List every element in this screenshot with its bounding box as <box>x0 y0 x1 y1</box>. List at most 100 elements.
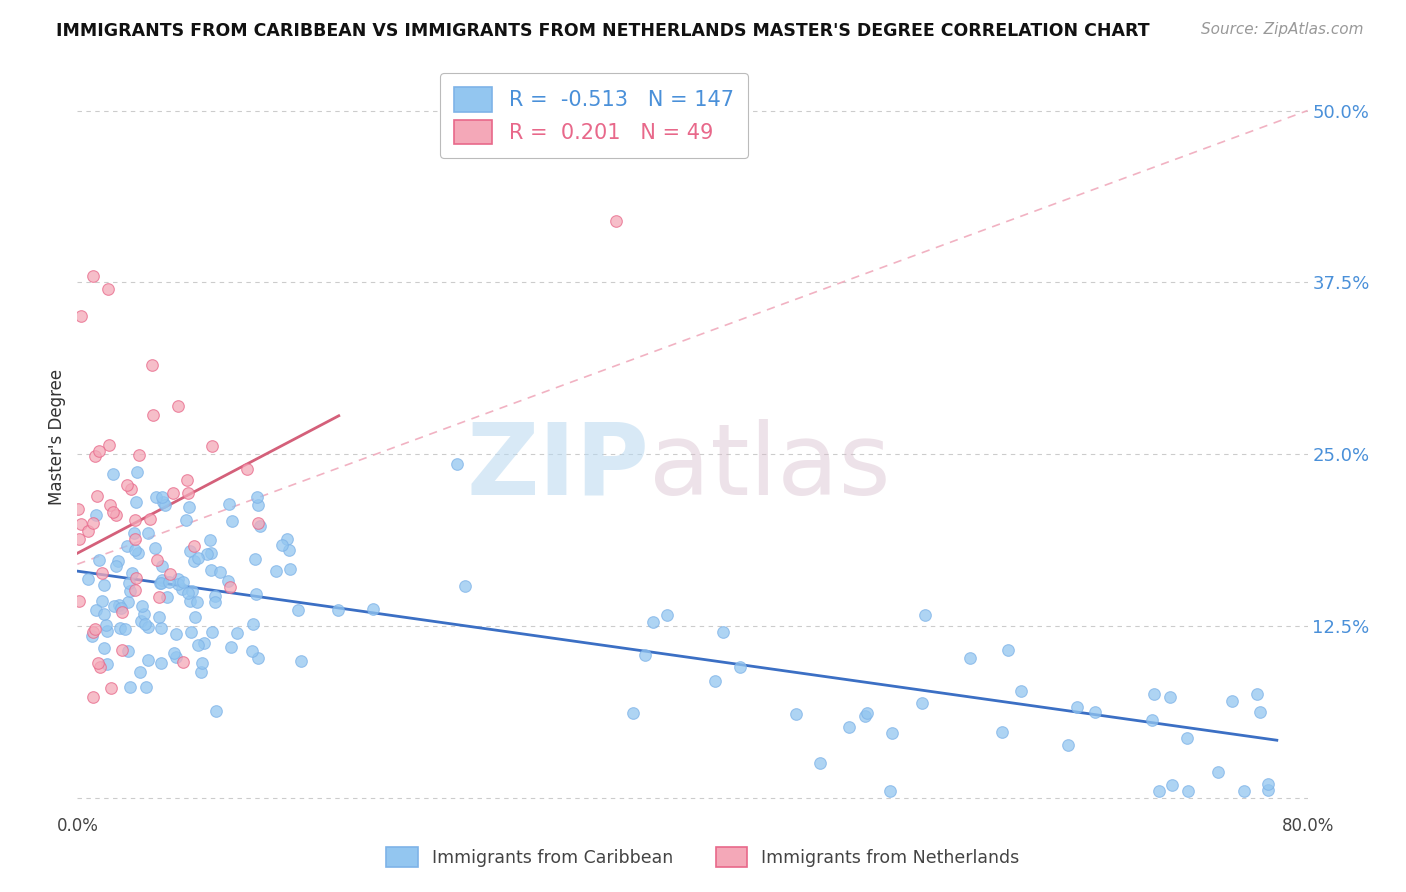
Point <box>129 665 152 679</box>
Point <box>125 495 148 509</box>
Text: atlas: atlas <box>650 418 891 516</box>
Point <box>134 617 156 632</box>
Point <box>243 551 266 566</box>
Point <box>1149 784 1171 798</box>
Point <box>219 640 242 654</box>
Point <box>247 498 270 512</box>
Point <box>136 525 159 540</box>
Point <box>89 660 111 674</box>
Point <box>1066 699 1088 714</box>
Point <box>100 681 122 695</box>
Point <box>183 554 205 568</box>
Point <box>93 578 115 592</box>
Point <box>204 595 226 609</box>
Point <box>97 282 120 296</box>
Point <box>70 309 93 323</box>
Point <box>180 583 202 598</box>
Point <box>655 607 678 622</box>
Point <box>96 657 118 672</box>
Text: ZIP: ZIP <box>467 418 650 516</box>
Point <box>150 573 173 587</box>
Point <box>108 621 131 635</box>
Point <box>149 576 172 591</box>
Point <box>177 585 200 599</box>
Point <box>83 622 105 636</box>
Point <box>118 576 141 591</box>
Point <box>104 508 127 523</box>
Point <box>122 526 145 541</box>
Point <box>121 566 143 580</box>
Point <box>149 621 172 635</box>
Point <box>959 650 981 665</box>
Point <box>197 548 219 562</box>
Point <box>180 625 202 640</box>
Point <box>148 591 170 605</box>
Point <box>290 655 312 669</box>
Point <box>621 706 644 720</box>
Point <box>879 784 901 798</box>
Point <box>240 644 263 658</box>
Point <box>853 709 876 723</box>
Point <box>167 572 190 586</box>
Point <box>183 539 205 553</box>
Point <box>114 622 136 636</box>
Point <box>201 625 224 640</box>
Point <box>82 625 104 640</box>
Point <box>117 643 139 657</box>
Legend: R =  -0.513   N = 147, R =  0.201   N = 49: R = -0.513 N = 147, R = 0.201 N = 49 <box>440 73 748 159</box>
Point <box>1257 777 1279 791</box>
Point <box>278 561 301 575</box>
Point <box>187 551 209 566</box>
Point <box>142 408 165 422</box>
Legend: Immigrants from Caribbean, Immigrants from Netherlands: Immigrants from Caribbean, Immigrants fr… <box>380 840 1026 874</box>
Point <box>141 358 163 372</box>
Point <box>138 511 160 525</box>
Point <box>1140 713 1163 727</box>
Point <box>174 513 197 527</box>
Point <box>1233 784 1256 798</box>
Point <box>856 706 879 720</box>
Point <box>67 593 90 607</box>
Point <box>86 657 108 671</box>
Point <box>785 707 807 722</box>
Point <box>193 636 215 650</box>
Point <box>605 213 627 227</box>
Point <box>128 448 150 462</box>
Point <box>115 478 138 492</box>
Point <box>264 564 287 578</box>
Point <box>704 674 727 689</box>
Point <box>124 542 146 557</box>
Point <box>221 515 243 529</box>
Point <box>187 638 209 652</box>
Point <box>276 532 298 546</box>
Point <box>165 627 187 641</box>
Point <box>454 579 477 593</box>
Point <box>246 516 269 531</box>
Point <box>93 607 115 622</box>
Point <box>124 514 146 528</box>
Point <box>990 724 1012 739</box>
Point <box>246 651 269 665</box>
Point <box>808 756 831 770</box>
Point <box>172 655 194 669</box>
Point <box>225 625 247 640</box>
Point <box>103 467 125 481</box>
Point <box>200 546 222 560</box>
Point <box>93 640 115 655</box>
Point <box>149 656 172 670</box>
Point <box>328 602 350 616</box>
Point <box>87 553 110 567</box>
Point <box>146 553 169 567</box>
Point <box>217 574 239 589</box>
Point <box>84 603 107 617</box>
Point <box>162 485 184 500</box>
Point <box>82 629 104 643</box>
Point <box>1159 690 1181 705</box>
Point <box>129 615 152 629</box>
Point <box>150 490 173 504</box>
Point <box>186 595 208 609</box>
Point <box>136 653 159 667</box>
Point <box>634 648 657 662</box>
Point <box>911 696 934 710</box>
Point <box>66 502 89 516</box>
